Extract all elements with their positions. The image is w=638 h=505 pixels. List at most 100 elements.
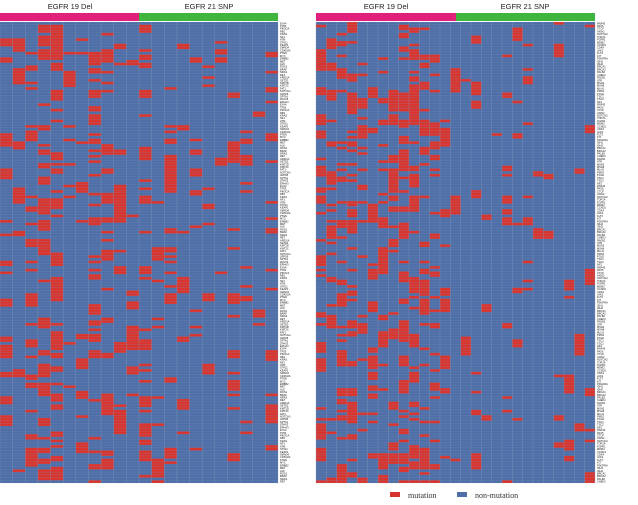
heatmap-cell-mutation — [429, 369, 440, 372]
heatmap-cell-mutation — [63, 125, 76, 128]
heatmap-cell-mutation — [336, 388, 347, 391]
gene-label: MET — [280, 466, 286, 470]
heatmap-cell-mutation — [139, 89, 152, 93]
heatmap-cell-mutation — [502, 409, 513, 413]
legend-swatch-non-mutation — [457, 492, 467, 497]
heatmap-cell-mutation — [50, 407, 64, 410]
heatmap-cell-mutation — [584, 472, 595, 475]
heatmap-cell-mutation — [409, 114, 420, 117]
heatmap-cell-mutation — [347, 203, 358, 207]
heatmap-cell-mutation — [316, 62, 327, 66]
heatmap-cell-mutation — [336, 293, 347, 296]
gene-label: ROS1 — [280, 390, 288, 394]
heatmap-cell-mutation — [0, 304, 13, 307]
gene-label: BRAF — [280, 393, 287, 397]
heatmap-cell-mutation — [252, 309, 266, 313]
heatmap-cell-mutation — [398, 461, 409, 465]
heatmap-cell-mutation — [151, 469, 165, 473]
heatmap-cell-mutation — [398, 428, 409, 432]
heatmap-cell-mutation — [50, 62, 64, 66]
heatmap-cell-mutation — [101, 453, 114, 456]
heatmap-cell-mutation — [75, 363, 89, 367]
gene-label: BRCA2 — [597, 474, 606, 478]
heatmap-cell-mutation — [50, 68, 64, 71]
heatmap-cell-mutation — [0, 344, 13, 348]
heatmap-cell-mutation — [398, 49, 409, 52]
heatmap-cell-mutation — [336, 40, 347, 44]
heatmap-cell-mutation — [450, 87, 461, 90]
gene-label: MDM2 — [597, 284, 605, 288]
heatmap-cell-mutation — [522, 122, 533, 126]
heatmap-cell-mutation — [419, 130, 430, 134]
gene-label: ROS1 — [280, 309, 288, 313]
heatmap-cell-mutation — [450, 211, 461, 215]
heatmap-cell-mutation — [357, 200, 368, 204]
gene-label: LRP1B — [280, 92, 288, 96]
heatmap-cell-mutation — [378, 263, 389, 267]
heatmap-cell-mutation — [0, 298, 13, 302]
heatmap-cell-mutation — [398, 236, 409, 239]
gene-label: MSH2 — [597, 244, 605, 248]
heatmap-cell-mutation — [113, 152, 127, 155]
heatmap-cell-mutation — [37, 203, 51, 207]
heatmap-cell-mutation — [113, 217, 127, 220]
heatmap-cell-mutation — [398, 390, 409, 394]
gene-label: KRAS — [280, 114, 287, 118]
heatmap-cell-mutation — [564, 447, 575, 451]
gene-label: CTCF — [597, 189, 604, 193]
heatmap-cell-mutation — [240, 285, 253, 288]
gene-label: PIK3CA — [280, 27, 289, 31]
heatmap-cell-mutation — [37, 30, 51, 33]
heatmap-cell-mutation — [88, 92, 102, 96]
heatmap-cell-mutation — [227, 95, 241, 98]
heatmap-cell-mutation — [471, 81, 482, 85]
heatmap-cell-mutation — [50, 51, 64, 55]
heatmap-cell-mutation — [398, 103, 409, 107]
heatmap-cell-mutation — [164, 255, 177, 258]
gene-label: PTEN — [280, 214, 287, 218]
heatmap-cell-mutation — [12, 369, 26, 372]
heatmap-cell-mutation — [574, 350, 585, 353]
heatmap-cell-mutation — [50, 393, 64, 397]
heatmap-cell-mutation — [316, 130, 327, 134]
heatmap-cell-mutation — [388, 116, 399, 120]
heatmap-cell-mutation — [398, 209, 409, 212]
heatmap-cell-mutation — [450, 73, 461, 77]
heatmap-cell-mutation — [139, 426, 152, 429]
heatmap-cell-mutation — [113, 187, 127, 191]
heatmap-cell-mutation — [440, 133, 451, 136]
heatmap-cell-mutation — [326, 314, 337, 318]
gene-label: RAD51 — [597, 320, 606, 324]
heatmap-cell-mutation — [367, 89, 378, 93]
heatmap-cell-mutation — [113, 268, 127, 272]
gene-label: PTEN — [280, 132, 287, 136]
gene-label: PTEN — [280, 377, 287, 381]
heatmap-cell-mutation — [88, 323, 102, 326]
heatmap-cell-mutation — [326, 187, 337, 191]
heatmap-cell-mutation — [512, 133, 523, 136]
heatmap-cell-mutation — [378, 100, 389, 104]
heatmap-cell-mutation — [189, 333, 203, 337]
heatmap-cell-mutation — [113, 190, 127, 193]
heatmap-cell-mutation — [50, 474, 64, 478]
heatmap-cell-mutation — [336, 70, 347, 74]
heatmap-cell-mutation — [265, 352, 278, 356]
heatmap-cell-mutation — [164, 453, 177, 456]
heatmap-cell-mutation — [25, 293, 38, 296]
heatmap-cell-mutation — [227, 228, 241, 231]
heatmap-cell-mutation — [471, 458, 482, 462]
gene-label: TSC2 — [597, 423, 604, 427]
heatmap-cell-mutation — [471, 84, 482, 88]
heatmap-cell-mutation — [409, 195, 420, 199]
heatmap-cell-mutation — [564, 458, 575, 462]
heatmap-cell-mutation — [419, 309, 430, 313]
heatmap-cell-mutation — [429, 396, 440, 399]
heatmap-cell-mutation — [398, 141, 409, 145]
heatmap-cell-mutation — [50, 35, 64, 39]
heatmap-cell-mutation — [126, 59, 139, 63]
heatmap-cell-mutation — [450, 76, 461, 79]
heatmap-cell-mutation — [357, 146, 368, 150]
heatmap-cell-mutation — [481, 306, 492, 310]
heatmap-cell-mutation — [429, 271, 440, 275]
heatmap-cell-mutation — [113, 341, 127, 345]
